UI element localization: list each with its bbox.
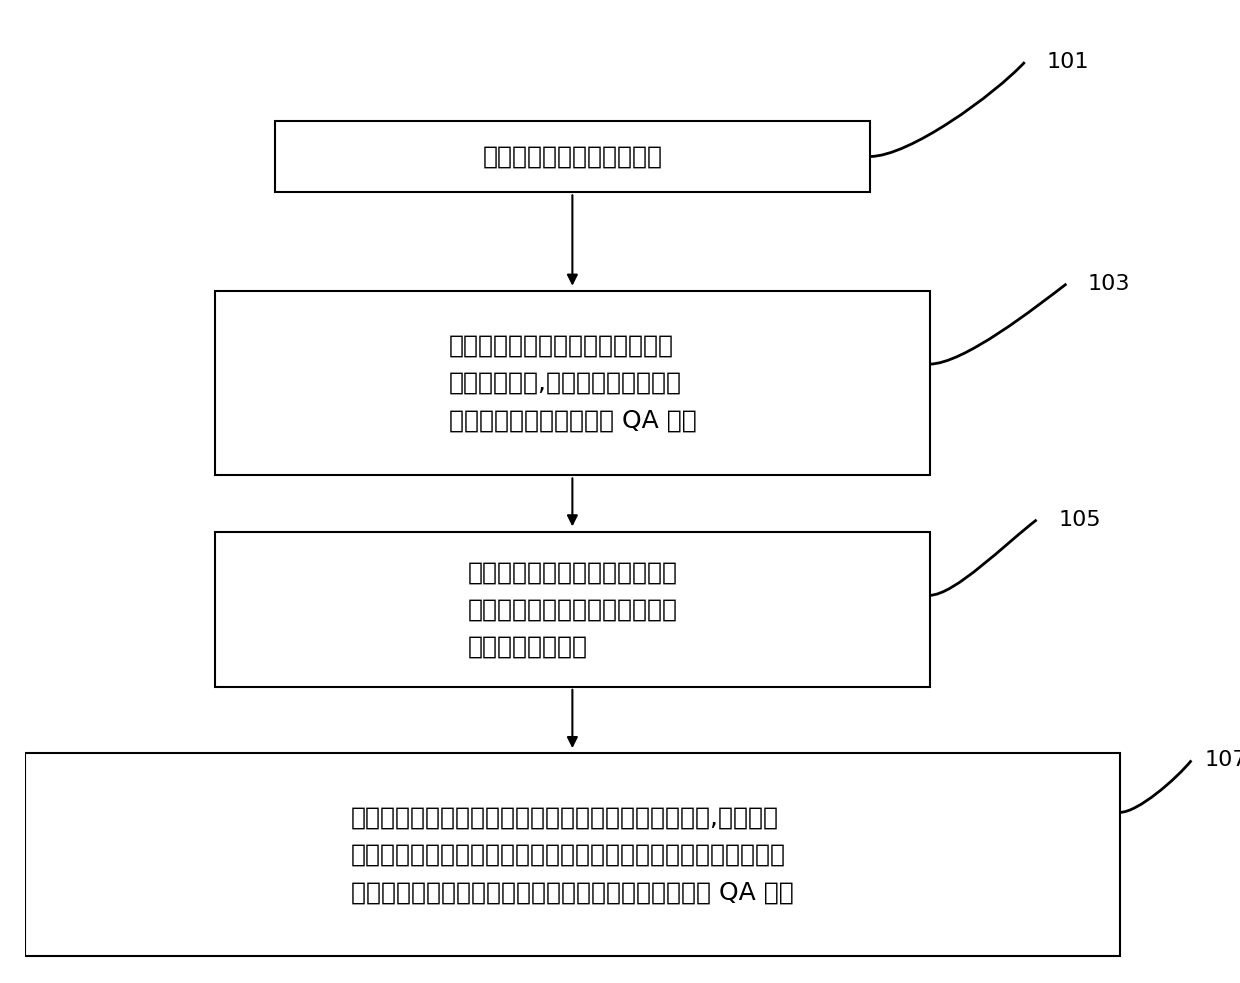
Text: 以肿瘤患者信息数据库样本的关键计划参数为输入参数,输入到所
述的患者精准放疗剂量验证评估模型，并通过逻归算法校正所述患
者精准放疗剂量验证评估模型，得到精准放疗: 以肿瘤患者信息数据库样本的关键计划参数为输入参数,输入到所 述的患者精准放疗剂量… — [351, 805, 794, 904]
Text: 105: 105 — [1058, 510, 1101, 530]
Text: 对肿瘤患者信息数据库中患者样本
数据进行分类,建立精准放疗剂量验
证评估模型，得到归一化 QA 指标: 对肿瘤患者信息数据库中患者样本 数据进行分类,建立精准放疗剂量验 证评估模型，得… — [449, 333, 696, 433]
Bar — [216, 291, 930, 475]
Text: 107: 107 — [1204, 750, 1240, 771]
Text: 通过参数分析算法分析肿瘤患者
信息数据库的数据，得到肿瘤患
者的关键计划参数: 通过参数分析算法分析肿瘤患者 信息数据库的数据，得到肿瘤患 者的关键计划参数 — [467, 560, 677, 659]
Bar — [275, 121, 870, 192]
Text: 建立肿瘤患者的信息数据库: 建立肿瘤患者的信息数据库 — [482, 145, 662, 168]
Text: 103: 103 — [1087, 274, 1131, 294]
Bar — [216, 532, 930, 687]
Text: 101: 101 — [1047, 52, 1089, 72]
Bar — [25, 753, 1120, 956]
